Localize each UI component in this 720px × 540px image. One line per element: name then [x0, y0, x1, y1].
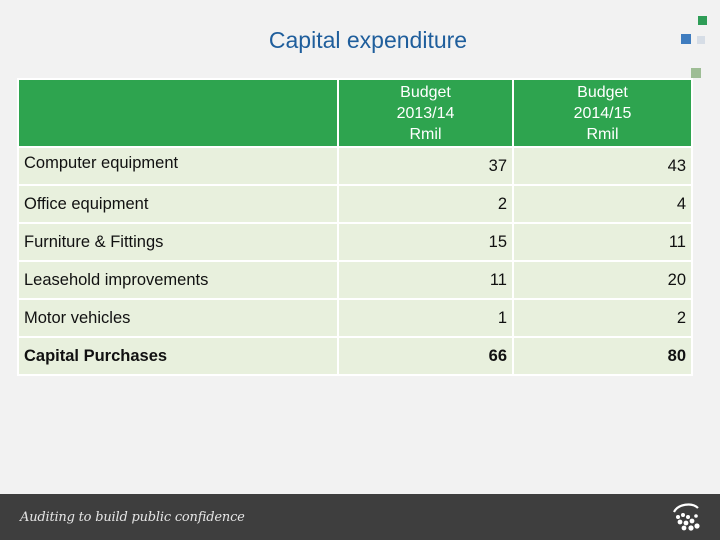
cell-budget-2013-14: 66	[337, 336, 514, 376]
capital-expenditure-table: Budget 2013/14 Rmil Budget 2014/15 Rmil …	[17, 78, 693, 376]
cell-budget-2014-15: 20	[512, 260, 693, 300]
header-line: 2014/15	[573, 104, 632, 122]
table-row: Furniture & Fittings 15 11	[17, 222, 693, 262]
header-budget-2013-14: Budget 2013/14 Rmil	[337, 78, 514, 148]
header-line: Budget	[577, 83, 628, 101]
cell-budget-2013-14: 1	[337, 298, 514, 338]
header-empty-cell	[17, 78, 339, 148]
row-label: Leasehold improvements	[17, 260, 339, 300]
header-line: 2013/14	[396, 104, 455, 122]
footer-bar: Auditing to build public confidence	[0, 494, 720, 540]
decorative-square-grey-green	[691, 68, 701, 78]
header-line: Rmil	[409, 125, 442, 143]
cell-budget-2013-14: 15	[337, 222, 514, 262]
cell-budget-2014-15: 2	[512, 298, 693, 338]
cell-budget-2013-14: 37	[337, 146, 514, 186]
table-row: Office equipment 2 4	[17, 184, 693, 224]
header-line: Rmil	[586, 125, 619, 143]
row-label: Furniture & Fittings	[17, 222, 339, 262]
table-row: Computer equipment 37 43	[17, 146, 693, 186]
header-budget-2014-15: Budget 2014/15 Rmil	[512, 78, 693, 148]
table-total-row: Capital Purchases 66 80	[17, 336, 693, 376]
page-title: Capital expenditure	[268, 27, 468, 53]
cell-budget-2013-14: 11	[337, 260, 514, 300]
table-row: Motor vehicles 1 2	[17, 298, 693, 338]
decorative-square-blue	[681, 34, 691, 44]
cell-budget-2014-15: 80	[512, 336, 693, 376]
header-line: Budget	[400, 83, 451, 101]
decorative-square-pale	[697, 36, 705, 44]
agsa-logo-icon	[673, 503, 700, 531]
table-header-row: Budget 2013/14 Rmil Budget 2014/15 Rmil	[17, 78, 693, 148]
footer-tagline: Auditing to build public confidence	[20, 510, 245, 525]
table-row: Leasehold improvements 11 20	[17, 260, 693, 300]
cell-budget-2014-15: 43	[512, 146, 693, 186]
row-label: Capital Purchases	[17, 336, 339, 376]
cell-budget-2014-15: 4	[512, 184, 693, 224]
cell-budget-2014-15: 11	[512, 222, 693, 262]
decorative-square-green	[698, 16, 707, 25]
row-label: Computer equipment	[17, 146, 339, 186]
row-label: Office equipment	[17, 184, 339, 224]
row-label: Motor vehicles	[17, 298, 339, 338]
cell-budget-2013-14: 2	[337, 184, 514, 224]
